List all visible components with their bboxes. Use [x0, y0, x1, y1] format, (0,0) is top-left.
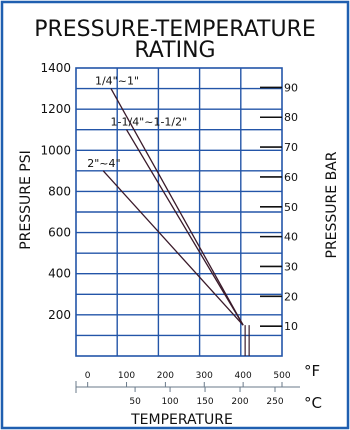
- bar-tick-label: 50: [284, 201, 298, 214]
- psi-tick-label: 600: [48, 226, 71, 240]
- series-label: 1/4"~1": [95, 75, 139, 88]
- series-label: 2"~4": [87, 157, 120, 170]
- series-label: 1-1/4"~1-1/2": [111, 116, 188, 129]
- celsius-tick-label: 250: [266, 397, 283, 407]
- x-unit-fahrenheit: °F: [304, 362, 320, 380]
- fahrenheit-tick-label: 200: [157, 371, 174, 381]
- bar-tick-label: 20: [284, 290, 298, 303]
- x-axis-label: TEMPERATURE: [130, 412, 233, 428]
- series-line: [125, 129, 244, 326]
- series-line: [110, 88, 244, 326]
- chart-title-line-2: RATING: [134, 38, 215, 63]
- fahrenheit-tick-label: 500: [273, 371, 290, 381]
- psi-tick-label: 1200: [40, 102, 71, 116]
- psi-tick-label: 1400: [40, 61, 71, 75]
- series-labels: 1/4"~1" 1-1/4"~1-1/2" 2"~4": [87, 75, 187, 170]
- grid: [75, 67, 283, 357]
- psi-tick-label: 1000: [40, 143, 71, 157]
- series-lines: [102, 88, 250, 356]
- fahrenheit-tick-label: 300: [196, 371, 213, 381]
- celsius-tick-label: 200: [231, 397, 248, 407]
- fahrenheit-tick-label: 0: [85, 371, 91, 381]
- series-line: [102, 170, 244, 326]
- x-unit-celsius: °C: [304, 394, 322, 412]
- celsius-tick-label: 50: [129, 397, 141, 407]
- bar-tick-label: 60: [284, 171, 298, 184]
- bar-tick-label: 30: [284, 260, 298, 273]
- psi-tick-label: 800: [48, 184, 71, 198]
- temperature-axis: 0 100 200 300 400 500 50 100 150 200 250: [75, 371, 300, 407]
- psi-tick-label: 200: [48, 308, 71, 322]
- bar-tick-label: 90: [284, 81, 298, 94]
- chart-title-line-1: PRESSURE-TEMPERATURE: [34, 17, 316, 42]
- psi-tick-label: 400: [48, 267, 71, 281]
- y-axis-label-bar: PRESSURE BAR: [324, 151, 340, 258]
- bar-scale: 10 20 30 40 50 60 70 80 90: [260, 81, 298, 333]
- bar-tick-label: 80: [284, 111, 298, 124]
- celsius-tick-label: 100: [161, 397, 178, 407]
- celsius-tick-label: 150: [196, 397, 213, 407]
- fahrenheit-tick-label: 100: [118, 371, 135, 381]
- bar-tick-label: 40: [284, 231, 298, 244]
- y-axis-label-psi: PRESSURE PSI: [18, 150, 34, 250]
- fahrenheit-tick-label: 400: [235, 371, 252, 381]
- bar-tick-label: 70: [284, 141, 298, 154]
- bar-tick-label: 10: [284, 320, 298, 333]
- psi-tick-labels: 200 400 600 800 1000 1200 1400: [40, 61, 71, 322]
